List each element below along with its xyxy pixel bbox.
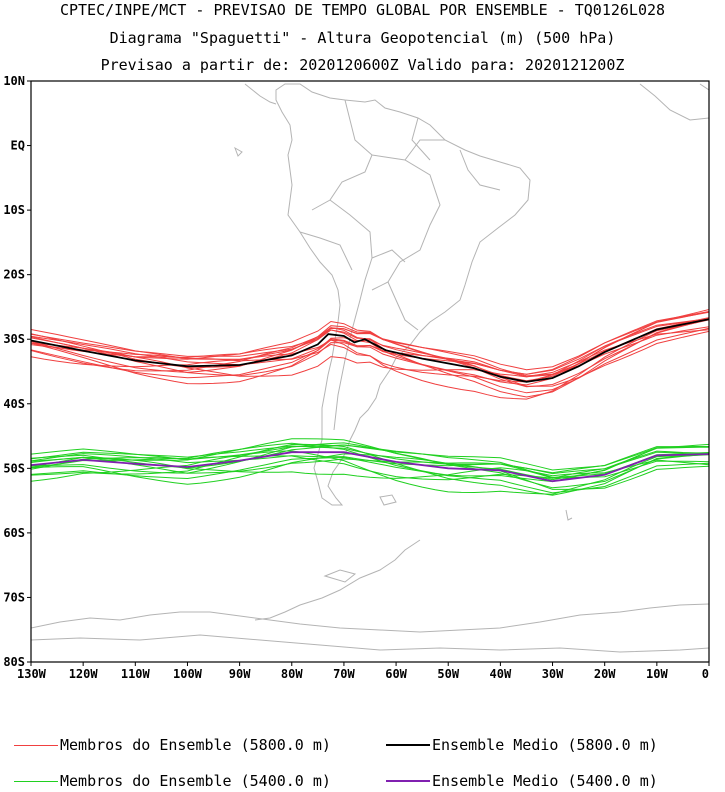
lon-label: 10W <box>646 667 668 681</box>
border <box>329 199 373 431</box>
antarctica-ice-shelf <box>31 634 709 653</box>
spaghetti-map: 10N EQ 10S 20S 30S 40S 50S 60S 70S 80S 130W 120W 11… <box>3 74 710 681</box>
ensemble-member-line <box>31 456 709 494</box>
lon-label: 50W <box>437 667 459 681</box>
border <box>411 117 431 161</box>
lon-label: 130W <box>17 667 47 681</box>
legend-members-5800: Membros do Ensemble (5800.0 m) <box>14 736 331 754</box>
border <box>371 154 441 291</box>
map-frame <box>30 80 710 663</box>
lon-label: 80W <box>281 667 303 681</box>
lon-label: 30W <box>542 667 564 681</box>
border <box>387 281 419 331</box>
ensemble-member-line <box>31 311 709 375</box>
lon-label: 120W <box>69 667 99 681</box>
border <box>299 231 353 271</box>
ensemble-member-line <box>31 445 709 474</box>
antarctic-peninsula <box>254 539 421 621</box>
lon-label: 90W <box>229 667 251 681</box>
ensemble-mean-5400-line <box>31 451 709 483</box>
legend-label: Membros do Ensemble (5800.0 m) <box>60 736 331 754</box>
ensemble-member-line <box>31 326 709 378</box>
lat-label: 60S <box>3 526 25 540</box>
title-line-3: Previsao a partir de: 2020120600Z Valido… <box>100 56 625 74</box>
border <box>404 139 445 161</box>
legend-swatch <box>14 744 58 746</box>
lat-label: 80S <box>3 655 25 669</box>
legend-swatch <box>386 744 430 746</box>
border <box>459 149 501 191</box>
ensemble-member-line <box>31 318 709 388</box>
ensemble-member-line <box>31 319 709 400</box>
falklands <box>379 494 397 506</box>
africa-coast <box>639 83 709 121</box>
title-line-2: Diagrama "Spaguetti" - Altura Geopotenci… <box>109 29 616 47</box>
legend-mean-5400: Ensemble Medio (5400.0 m) <box>386 772 658 790</box>
lon-label: 40W <box>490 667 512 681</box>
ensemble-member-line <box>31 456 709 479</box>
ensemble-member-line <box>31 450 709 495</box>
lat-label: 20S <box>3 268 25 282</box>
ensemble-member-line <box>31 453 709 490</box>
legend-swatch <box>386 780 430 782</box>
lat-label: EQ <box>11 139 25 153</box>
ensemble-means <box>31 318 709 483</box>
central-america-coast <box>244 83 277 105</box>
lat-label: 10S <box>3 203 25 217</box>
lat-label: 30S <box>3 332 25 346</box>
border <box>371 249 406 263</box>
lon-label: 110W <box>121 667 151 681</box>
lat-label: 10N <box>3 74 25 88</box>
ensemble-member-line <box>31 456 709 479</box>
lat-label: 70S <box>3 590 25 604</box>
longitude-axis: 130W 120W 110W 100W 90W 80W 70W 60W 50W 40W 30W 20W… <box>17 662 710 681</box>
galapagos <box>234 146 243 157</box>
legend-members-5400: Membros do Ensemble (5400.0 m) <box>14 772 331 790</box>
lat-label: 40S <box>3 397 25 411</box>
map-background <box>31 81 709 662</box>
ensemble-member-line <box>31 442 709 489</box>
legend-label: Ensemble Medio (5400.0 m) <box>432 772 658 790</box>
lon-label: 70W <box>333 667 355 681</box>
south-america-coast <box>275 83 531 506</box>
africa-coast <box>699 83 709 91</box>
legend-label: Ensemble Medio (5800.0 m) <box>432 736 658 754</box>
ensemble-member-line <box>31 329 709 378</box>
legend-label: Membros do Ensemble (5400.0 m) <box>60 772 331 790</box>
lon-label: 20W <box>594 667 616 681</box>
lat-label: 50S <box>3 461 25 475</box>
island <box>323 569 357 583</box>
ensemble-mean-5800-line <box>31 318 709 383</box>
coastlines <box>31 83 709 653</box>
lon-label: 0 <box>702 667 709 681</box>
ensemble-member-line <box>31 330 709 387</box>
legend-swatch <box>14 780 58 782</box>
ensemble-member-line <box>31 327 709 394</box>
island <box>565 509 573 521</box>
antarctica-coast <box>31 603 709 633</box>
legend-mean-5800: Ensemble Medio (5800.0 m) <box>386 736 658 754</box>
lon-label: 60W <box>385 667 407 681</box>
title-line-1: CPTEC/INPE/MCT - PREVISAO DE TEMPO GLOBA… <box>59 1 666 19</box>
lon-label: 100W <box>173 667 203 681</box>
latitude-axis: 10N EQ 10S 20S 30S 40S 50S 60S 70S 80S <box>3 74 31 669</box>
